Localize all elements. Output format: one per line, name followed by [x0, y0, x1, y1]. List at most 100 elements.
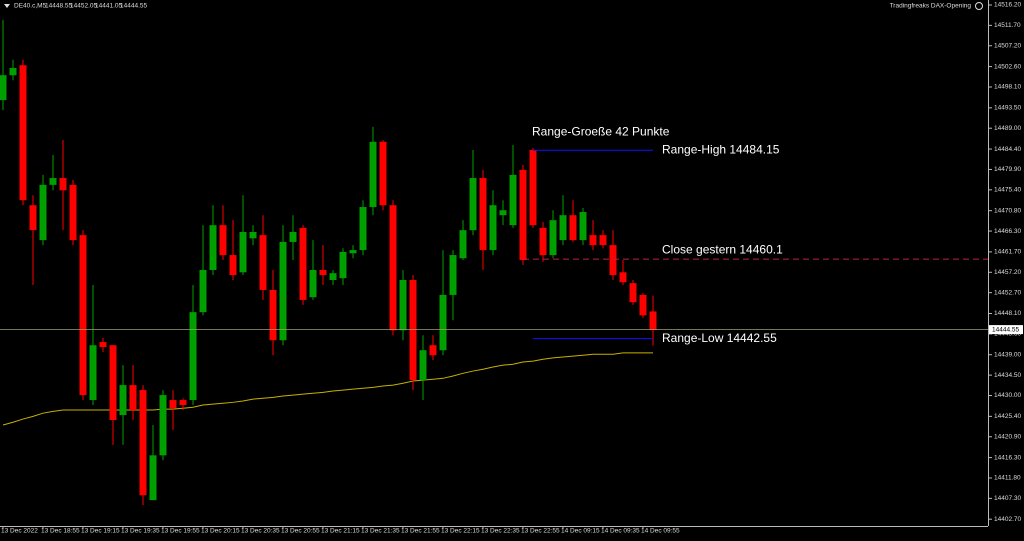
x-tick-label: 13 Dec 18:55 [41, 528, 80, 535]
candle-body [59, 178, 67, 191]
header-low: 14441.05 [95, 3, 122, 10]
candle-body [129, 385, 137, 411]
x-tick-label: 13 Dec 20:35 [241, 528, 280, 535]
candle-body [179, 400, 187, 406]
candle-body [99, 342, 107, 348]
y-tick-label: 14502.60 [994, 63, 1021, 70]
y-tick-label: 14443.60 [994, 331, 1021, 338]
candle-body [529, 149, 537, 226]
candle-body [29, 205, 37, 231]
candle-body [379, 141, 387, 206]
candle-body [629, 283, 637, 303]
candle-body [549, 220, 557, 256]
candle-body [399, 279, 407, 331]
x-tick-label: 13 Dec 22:55 [521, 528, 560, 535]
candle-body [589, 235, 597, 246]
candle-body [429, 345, 437, 356]
symbol-icon [4, 4, 10, 8]
header-high: 14452.05 [70, 3, 97, 10]
candle-body [249, 231, 257, 239]
candle-body [449, 255, 457, 295]
candle-body [229, 255, 237, 276]
candle-body [0, 75, 7, 101]
y-tick-label: 14484.40 [994, 146, 1021, 153]
candle-body [489, 205, 497, 251]
candle-body [209, 225, 217, 271]
candle-body [479, 178, 487, 251]
candle-body [219, 225, 227, 256]
candle-body [289, 231, 297, 242]
candle-body [639, 294, 647, 316]
y-tick-label: 14516.20 [994, 2, 1021, 9]
candle-body [199, 270, 207, 313]
candle-body [69, 184, 77, 241]
candle-body [239, 231, 247, 273]
y-tick-label: 14507.20 [994, 42, 1021, 49]
y-tick-label: 14466.30 [994, 228, 1021, 235]
candle-body [569, 215, 577, 241]
candle-body [139, 390, 147, 496]
candle-body [509, 174, 517, 226]
candle-body [459, 230, 467, 259]
x-tick-label: 13 Dec 19:15 [81, 528, 120, 535]
price-label: 14444.55 [992, 326, 1019, 333]
candle-body [609, 245, 617, 276]
candle-body [409, 279, 417, 381]
candle-body [159, 395, 167, 456]
y-tick-label: 14452.70 [994, 289, 1021, 296]
candle-body [619, 272, 627, 283]
candle-body [19, 65, 27, 201]
price-label-box [989, 325, 1023, 335]
candle-body [539, 227, 547, 256]
y-tick-label: 14416.30 [994, 454, 1021, 461]
candle-body [49, 178, 57, 185]
candle-body [359, 207, 367, 251]
indicator-name: Tradingfreaks DAX-Opening [890, 3, 972, 10]
candle-body [79, 235, 87, 396]
candle-body [369, 141, 377, 208]
candle-body [579, 212, 587, 241]
x-tick-label: 13 Dec 22:35 [481, 528, 520, 535]
y-tick-label: 14498.10 [994, 84, 1021, 91]
y-tick-label: 14511.70 [994, 22, 1021, 29]
y-tick-label: 14434.50 [994, 372, 1021, 379]
candle-body [149, 455, 157, 501]
candle-body [89, 345, 97, 401]
candle-body [309, 270, 317, 298]
candle-body [349, 250, 357, 254]
x-tick-label: 13 Dec 20:15 [201, 528, 240, 535]
y-tick-label: 14489.00 [994, 125, 1021, 132]
symbol: DE40.c,M5 [14, 3, 47, 10]
candle-body [109, 345, 117, 420]
header-close: 14444.55 [120, 3, 147, 10]
y-tick-label: 14475.40 [994, 187, 1021, 194]
x-tick-label: 13 Dec 2022 [1, 528, 38, 535]
x-tick-label: 13 Dec 19:35 [121, 528, 160, 535]
indicator-icon [975, 2, 983, 10]
y-tick-label: 14420.90 [994, 433, 1021, 440]
y-tick-label: 14425.40 [994, 413, 1021, 420]
annotation: Range-Groeße 42 Punkte [532, 124, 670, 138]
x-tick-label: 13 Dec 21:15 [321, 528, 360, 535]
candle-body [299, 227, 307, 300]
y-tick-label: 14439.00 [994, 351, 1021, 358]
x-tick-label: 13 Dec 21:35 [361, 528, 400, 535]
y-tick-label: 14479.90 [994, 166, 1021, 173]
y-tick-label: 14430.00 [994, 392, 1021, 399]
candle-body [559, 215, 567, 241]
y-tick-label: 14470.80 [994, 207, 1021, 214]
x-tick-label: 13 Dec 19:55 [161, 528, 200, 535]
candle-body [499, 210, 507, 216]
candle-body [599, 235, 607, 246]
candle-body [519, 169, 527, 261]
y-tick-label: 14461.70 [994, 249, 1021, 256]
y-tick-label: 14407.30 [994, 495, 1021, 502]
level-label: Range-High 14484.15 [662, 142, 780, 156]
candle-body [389, 205, 397, 331]
y-tick-label: 14457.20 [994, 269, 1021, 276]
candle-body [259, 235, 267, 290]
level-label: Close gestern 14460.1 [662, 242, 783, 256]
